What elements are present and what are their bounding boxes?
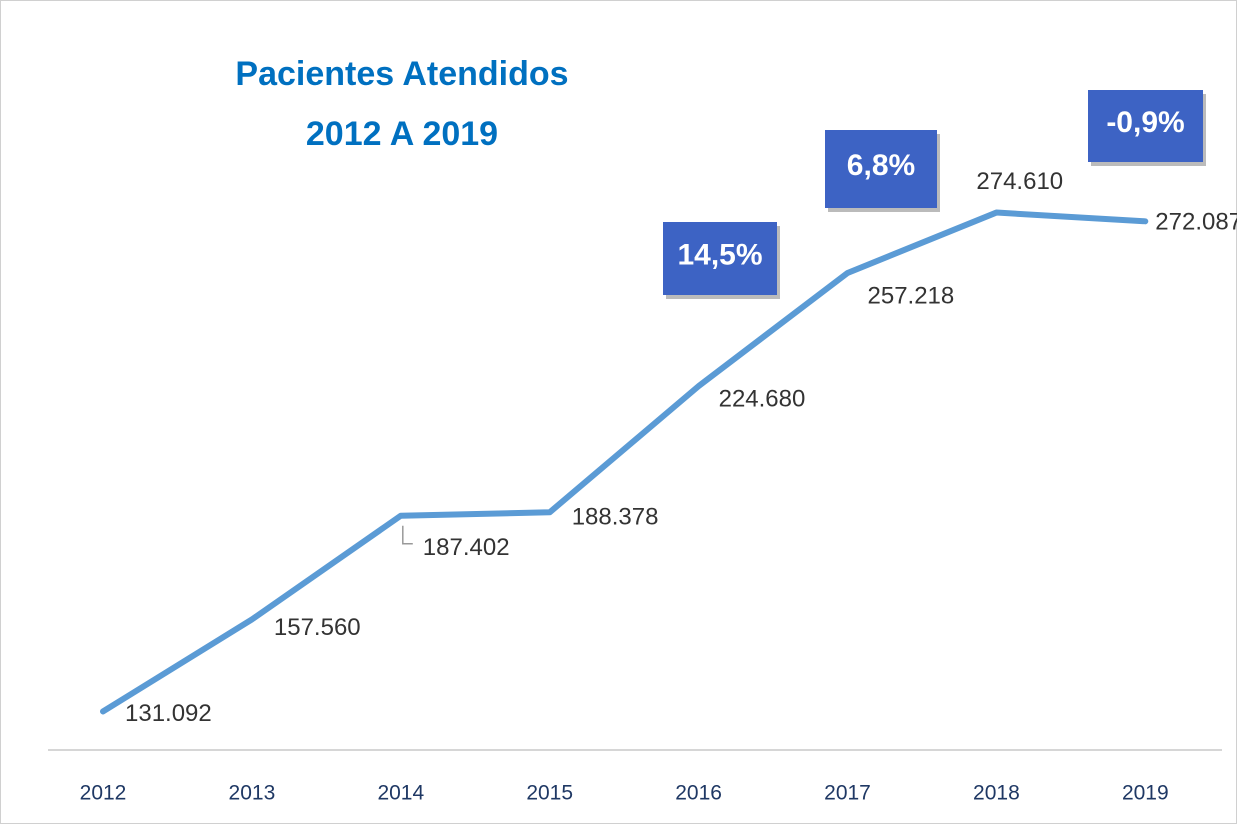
value-label: 188.378 [572, 504, 659, 531]
value-label: 272.087 [1155, 209, 1237, 236]
x-tick-label: 2015 [526, 782, 573, 805]
annotation: 6,8% [847, 149, 915, 182]
value-label: 274.610 [976, 168, 1063, 195]
value-label: 157.560 [274, 614, 361, 641]
value-label: 257.218 [868, 282, 955, 309]
x-tick-label: 2012 [80, 782, 127, 805]
x-tick-label: 2016 [675, 782, 722, 805]
x-tick-label: 2017 [824, 782, 871, 805]
x-tick-label: 2018 [973, 782, 1020, 805]
annotation-box [663, 222, 777, 295]
value-label: 187.402 [423, 534, 510, 561]
chart-title: Pacientes Atendidos [235, 55, 568, 93]
chart-subtitle: 2012 A 2019 [306, 115, 498, 153]
value-label: 131.092 [125, 700, 212, 727]
annotation-box [1088, 90, 1203, 162]
x-tick-label: 2019 [1122, 782, 1169, 805]
value-label: 224.680 [719, 385, 806, 412]
x-tick-label: 2013 [229, 782, 276, 805]
annotation-box [825, 130, 937, 208]
leader-line [402, 525, 413, 545]
data-line [100, 209, 1149, 715]
x-tick-label: 2014 [377, 782, 424, 805]
annotation: -0,9% [1106, 106, 1184, 139]
annotation: 14,5% [677, 238, 762, 271]
